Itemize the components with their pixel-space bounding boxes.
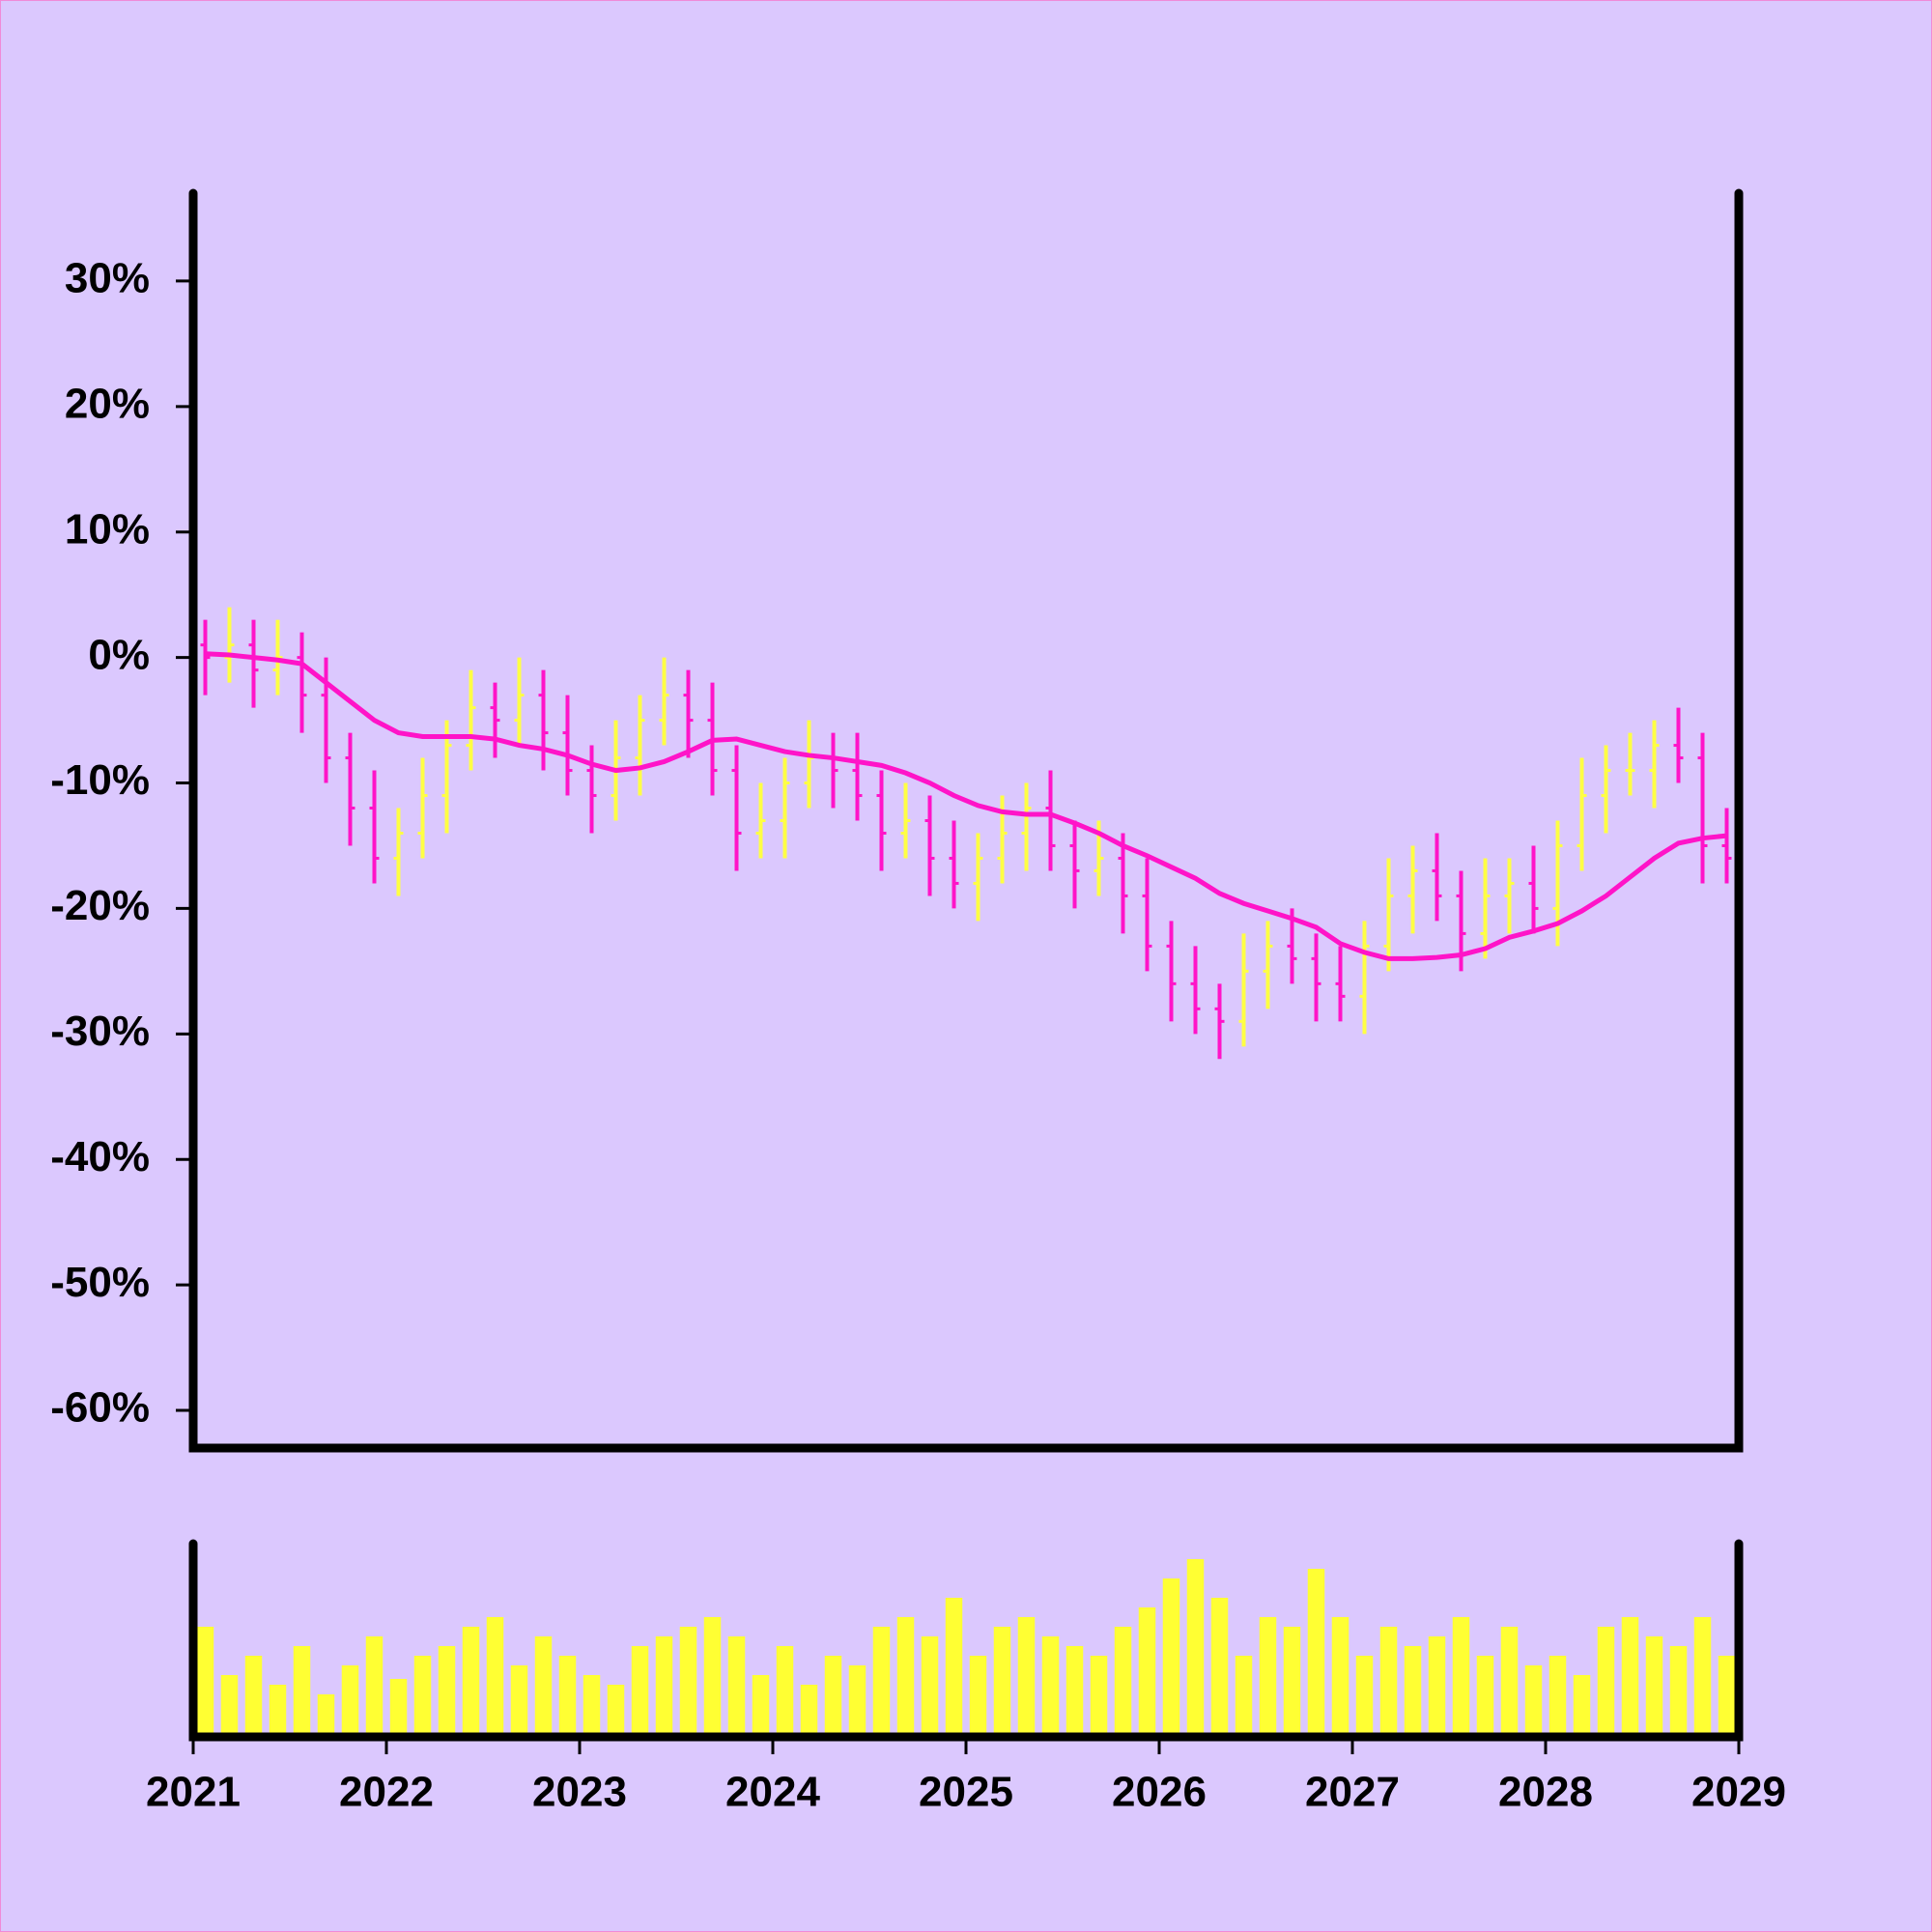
volume-bar: [776, 1646, 794, 1737]
volume-bar: [1138, 1607, 1156, 1737]
volume-bar: [1693, 1617, 1712, 1737]
volume-bar: [317, 1694, 335, 1737]
volume-bar: [558, 1656, 577, 1737]
volume-bar: [389, 1679, 408, 1737]
x-tick-label: 2026: [1112, 1769, 1207, 1816]
volume-bar: [1210, 1598, 1229, 1737]
y-tick-label: 0%: [88, 631, 150, 678]
y-tick-label: -40%: [50, 1133, 150, 1180]
volume-bar: [1235, 1656, 1253, 1737]
volume-bar: [945, 1598, 963, 1737]
volume-bar: [1355, 1656, 1374, 1737]
volume-bar: [1065, 1646, 1084, 1737]
volume-bar: [631, 1646, 649, 1737]
x-tick-label: 2027: [1305, 1769, 1400, 1816]
y-tick-label: 30%: [65, 255, 150, 302]
volume-bar: [1331, 1617, 1350, 1737]
volume-bar: [1404, 1646, 1422, 1737]
y-tick-label: 10%: [65, 505, 150, 553]
volume-bar: [534, 1636, 553, 1737]
volume-bar: [1573, 1675, 1591, 1737]
volume-bar: [1017, 1617, 1036, 1737]
x-tick-label: 2022: [339, 1769, 434, 1816]
volume-bar: [486, 1617, 504, 1737]
volume-bar: [269, 1685, 287, 1737]
volume-bar: [993, 1627, 1011, 1737]
volume-bar: [1114, 1627, 1132, 1737]
volume-bar: [1476, 1656, 1494, 1737]
volume-bar: [727, 1636, 746, 1737]
volume-bar: [510, 1665, 528, 1737]
volume-bar: [655, 1636, 673, 1737]
axis-frame: [188, 188, 1744, 1453]
x-tick-label: 2029: [1691, 1769, 1786, 1816]
moving-average: [205, 651, 1727, 961]
volume-bar: [1162, 1578, 1180, 1737]
volume-bar: [703, 1617, 722, 1737]
volume-bar: [1524, 1665, 1543, 1737]
volume-bar: [969, 1656, 987, 1737]
volume-bar: [196, 1627, 214, 1737]
volume-bar: [1186, 1559, 1205, 1737]
volume-bar: [365, 1636, 384, 1737]
volume-bar: [1645, 1636, 1663, 1737]
volume-bar: [1548, 1656, 1567, 1737]
volume-bar: [438, 1646, 456, 1737]
volume-bar: [1428, 1636, 1446, 1737]
volume-bar: [872, 1627, 891, 1737]
y-tick-label: -10%: [50, 756, 150, 804]
volume-bar: [1669, 1646, 1688, 1737]
y-tick-label: -20%: [50, 882, 150, 929]
volume-bar: [413, 1656, 432, 1737]
volume-bar: [921, 1636, 939, 1737]
volume-bar: [607, 1685, 625, 1737]
x-tick-label: 2021: [146, 1769, 241, 1816]
x-tick-label: 2024: [725, 1769, 820, 1816]
volume-bar: [582, 1675, 601, 1737]
volume-bar: [1259, 1617, 1277, 1737]
axis-frame: [188, 1539, 1744, 1742]
volume-bar: [1452, 1617, 1470, 1737]
x-tick-label: 2025: [919, 1769, 1013, 1816]
x-tick-label: 2023: [532, 1769, 627, 1816]
y-tick-label: -50%: [50, 1259, 150, 1306]
volume-bar: [220, 1675, 239, 1737]
y-tick-label: 20%: [65, 380, 150, 427]
volume-bar: [824, 1656, 842, 1737]
volume-bar: [462, 1627, 480, 1737]
volume-bar: [1621, 1617, 1639, 1737]
y-tick-label: -60%: [50, 1384, 150, 1432]
volume-bar: [1307, 1569, 1325, 1737]
volume-bar: [1500, 1627, 1519, 1737]
volume-bar: [1718, 1656, 1736, 1737]
volume-bar: [293, 1646, 311, 1737]
volume-bar: [848, 1665, 867, 1737]
volume-bar: [896, 1617, 915, 1737]
volume-bar: [1090, 1656, 1108, 1737]
volume-bar: [800, 1685, 818, 1737]
volume-bar: [1041, 1636, 1060, 1737]
volume-bar: [244, 1656, 263, 1737]
volume-bar: [1597, 1627, 1615, 1737]
volume-bar: [679, 1627, 697, 1737]
volume-bar: [752, 1675, 770, 1737]
y-tick-label: -30%: [50, 1008, 150, 1055]
volume-bar: [1379, 1627, 1398, 1737]
x-tick-label: 2028: [1498, 1769, 1593, 1816]
volume-bar: [1283, 1627, 1301, 1737]
volume-bar: [341, 1665, 359, 1737]
